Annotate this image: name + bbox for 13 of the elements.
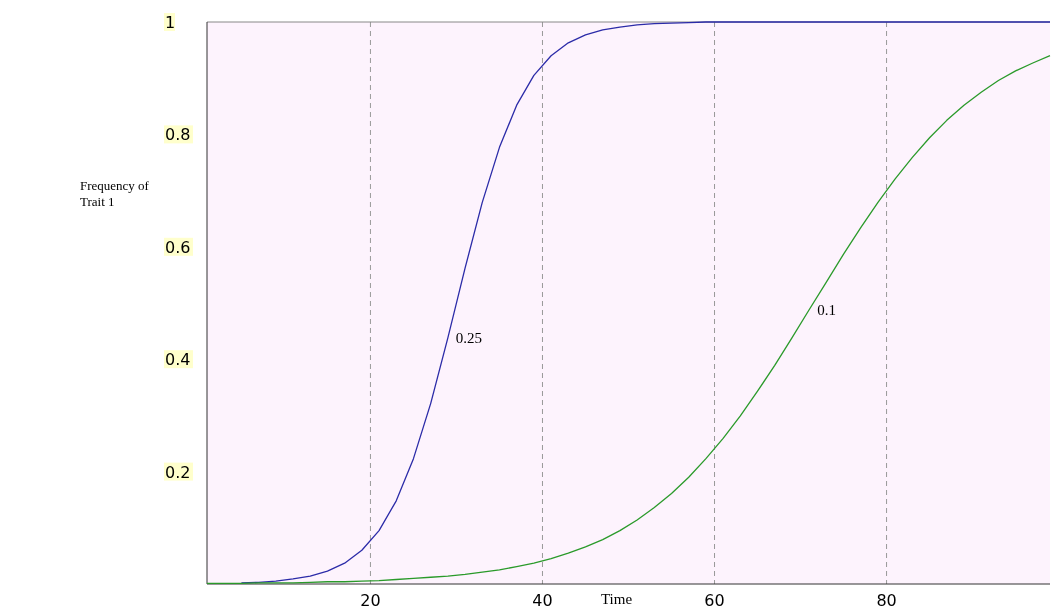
x-tick-label: 20 bbox=[360, 591, 381, 610]
y-tick-label: 0.8 bbox=[165, 125, 191, 145]
series-label: 0.25 bbox=[455, 329, 483, 346]
y-tick-label: 1 bbox=[165, 13, 176, 32]
x-tick-label: 40 bbox=[532, 591, 553, 610]
y-tick-label: 0.4 bbox=[165, 350, 191, 370]
x-tick-label: 80 bbox=[876, 591, 897, 610]
y-tick-label: 0.6 bbox=[165, 237, 191, 257]
y-axis-title: Frequency of Trait 1 bbox=[80, 178, 150, 209]
x-axis-title: Time bbox=[600, 591, 633, 607]
x-tick-label: 60 bbox=[704, 591, 725, 610]
y-tick-label: 0.2 bbox=[165, 462, 191, 482]
series-label: 0.1 bbox=[817, 301, 836, 318]
